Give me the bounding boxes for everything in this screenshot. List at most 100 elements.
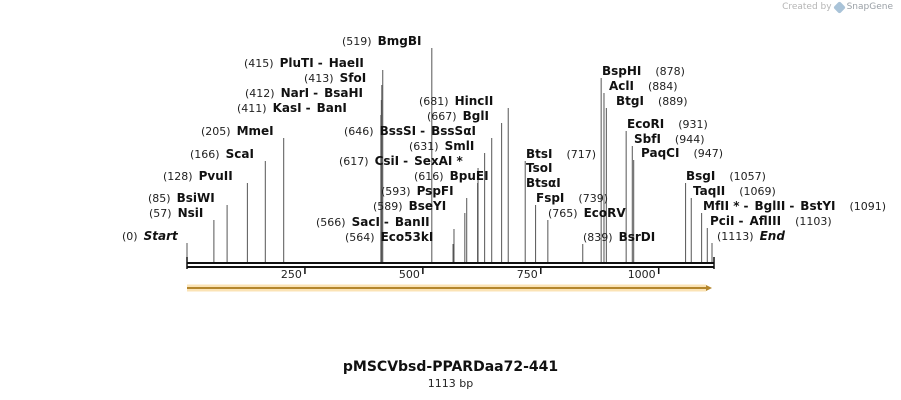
- label-separator: -: [306, 101, 311, 115]
- enzyme-label[interactable]: (415) PluTI - HaeII: [244, 56, 364, 70]
- cut-position: (0): [122, 230, 138, 243]
- enzyme-label[interactable]: BspHI (878): [602, 64, 685, 78]
- enzyme-name: EcoRI: [627, 117, 664, 131]
- enzyme-label[interactable]: MfII * - BglII - BstYI (1091): [703, 199, 886, 213]
- label-separator: -: [420, 124, 425, 138]
- cut-position: (884): [648, 80, 678, 93]
- enzyme-label[interactable]: SbfI (944): [634, 132, 705, 146]
- enzyme-label[interactable]: BsgI (1057): [686, 169, 766, 183]
- enzyme-label[interactable]: (839) BsrDI: [583, 230, 655, 244]
- cut-position: (566): [316, 216, 346, 229]
- enzyme-label[interactable]: (667) BglI: [427, 109, 489, 123]
- enzyme-name: AclI: [609, 79, 634, 93]
- enzyme-name: SexAI *: [414, 154, 463, 168]
- enzyme-name: BsrDI: [619, 230, 656, 244]
- cut-position: (589): [373, 200, 403, 213]
- enzyme-name: BmgBI: [378, 34, 422, 48]
- enzyme-name: HaeII: [329, 56, 364, 70]
- cut-position: (519): [342, 35, 372, 48]
- enzyme-label[interactable]: (564) Eco53kI: [345, 230, 433, 244]
- enzyme-label[interactable]: (128) PvuII: [163, 169, 233, 183]
- snapgene-credit: Created by SnapGene: [782, 0, 893, 14]
- cut-position: (413): [304, 72, 334, 85]
- enzyme-name: BtgI: [616, 94, 644, 108]
- cut-position: (739): [578, 192, 608, 205]
- snapgene-logo-icon: [832, 0, 846, 14]
- label-separator: -: [384, 215, 389, 229]
- enzyme-label[interactable]: (631) SmlI: [409, 139, 474, 153]
- enzyme-name: PspFI: [417, 184, 454, 198]
- cut-position: (1069): [739, 185, 776, 198]
- enzyme-name: KasI: [273, 101, 302, 115]
- enzyme-name: SmlI: [445, 139, 475, 153]
- cut-position: (415): [244, 57, 274, 70]
- enzyme-label[interactable]: TsoI: [526, 161, 552, 175]
- enzyme-name: NsiI: [178, 206, 204, 220]
- enzyme-name: BglI: [463, 109, 489, 123]
- enzyme-label[interactable]: (413) SfoI: [304, 71, 366, 85]
- enzyme-label[interactable]: (593) PspFI: [381, 184, 454, 198]
- enzyme-label[interactable]: BtsI (717): [526, 147, 596, 161]
- enzyme-label[interactable]: (646) BssSI - BssSαI: [344, 124, 476, 138]
- cut-position: (85): [148, 192, 171, 205]
- enzyme-name: MfII *: [703, 199, 740, 213]
- enzyme-label[interactable]: (412) NarI - BsaHI: [245, 86, 363, 100]
- cut-position: (931): [678, 118, 708, 131]
- cut-position: (667): [427, 110, 457, 123]
- enzyme-label[interactable]: FspI (739): [536, 191, 608, 205]
- enzyme-label[interactable]: (85) BsiWI: [148, 191, 215, 205]
- cut-position: (617): [339, 155, 369, 168]
- enzyme-label[interactable]: (411) KasI - BanI: [237, 101, 347, 115]
- enzyme-name: ScaI: [226, 147, 254, 161]
- enzyme-label[interactable]: BtsαI: [526, 176, 561, 190]
- enzyme-label[interactable]: (617) CsiI - SexAI *: [339, 154, 464, 168]
- enzyme-name: BanI: [317, 101, 347, 115]
- enzyme-label[interactable]: (519) BmgBI: [342, 34, 421, 48]
- enzyme-label[interactable]: (0) Start: [122, 229, 179, 243]
- cut-position: (128): [163, 170, 193, 183]
- feature-arrow-head: [706, 285, 712, 291]
- enzyme-name: BsgI: [686, 169, 715, 183]
- cut-position: (1113): [717, 230, 754, 243]
- enzyme-name: NarI: [281, 86, 310, 100]
- enzyme-label[interactable]: (1113) End: [717, 229, 785, 243]
- enzyme-labels: (519) BmgBI (415) PluTI - HaeII(413) SfoI (412)…: [122, 34, 886, 244]
- enzyme-label[interactable]: (566) SacI - BanII: [316, 215, 430, 229]
- cut-position: (839): [583, 231, 613, 244]
- enzyme-label[interactable]: (616) BpuEI: [414, 169, 489, 183]
- enzyme-name: EcoRV: [584, 206, 627, 220]
- enzyme-name: BssSαI: [431, 124, 476, 138]
- cut-position: (889): [658, 95, 688, 108]
- enzyme-label[interactable]: PciI - AflIII (1103): [710, 214, 832, 228]
- enzyme-label[interactable]: (765) EcoRV: [548, 206, 626, 220]
- cut-position: (631): [409, 140, 439, 153]
- enzyme-name: PciI: [710, 214, 735, 228]
- label-separator: -: [739, 214, 744, 228]
- enzyme-label[interactable]: TaqII (1069): [693, 184, 776, 198]
- enzyme-name: BspHI: [602, 64, 641, 78]
- enzyme-name: Eco53kI: [381, 230, 434, 244]
- cut-position: (412): [245, 87, 275, 100]
- enzyme-name: PaqCI: [641, 146, 679, 160]
- enzyme-label[interactable]: PaqCI (947): [641, 146, 723, 160]
- enzyme-label[interactable]: AclI (884): [609, 79, 678, 93]
- cut-position: (1103): [795, 215, 832, 228]
- enzyme-label[interactable]: (681) HincII: [419, 94, 493, 108]
- enzyme-label[interactable]: EcoRI (931): [627, 117, 708, 131]
- enzyme-label[interactable]: (205) MmeI: [201, 124, 274, 138]
- cut-position: (593): [381, 185, 411, 198]
- enzyme-name: FspI: [536, 191, 564, 205]
- enzyme-name: BsaHI: [324, 86, 363, 100]
- enzyme-label[interactable]: (166) ScaI: [190, 147, 254, 161]
- enzyme-name: TaqII: [693, 184, 725, 198]
- cut-position: (57): [149, 207, 172, 220]
- enzyme-name: BseYI: [409, 199, 447, 213]
- enzyme-name: SbfI: [634, 132, 661, 146]
- cut-position: (411): [237, 102, 267, 115]
- enzyme-label[interactable]: (589) BseYI: [373, 199, 446, 213]
- enzyme-name: TsoI: [526, 161, 552, 175]
- cut-position: (765): [548, 207, 578, 220]
- feature-arrow[interactable]: [187, 284, 712, 292]
- enzyme-label[interactable]: BtgI (889): [616, 94, 688, 108]
- enzyme-label[interactable]: (57) NsiI: [149, 206, 203, 220]
